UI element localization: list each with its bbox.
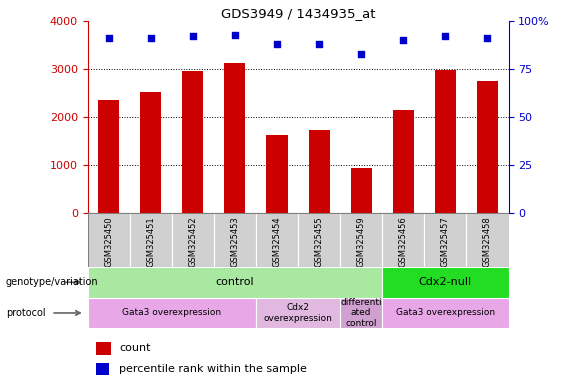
FancyBboxPatch shape bbox=[172, 213, 214, 267]
FancyBboxPatch shape bbox=[382, 213, 424, 267]
Text: count: count bbox=[119, 343, 151, 353]
Text: protocol: protocol bbox=[6, 308, 45, 318]
Point bbox=[104, 35, 113, 41]
Text: Gata3 overexpression: Gata3 overexpression bbox=[122, 308, 221, 318]
FancyBboxPatch shape bbox=[88, 298, 256, 328]
Point bbox=[357, 51, 366, 57]
FancyBboxPatch shape bbox=[382, 267, 508, 298]
Text: Gata3 overexpression: Gata3 overexpression bbox=[396, 308, 495, 318]
Text: control: control bbox=[216, 277, 254, 287]
Point bbox=[483, 35, 492, 41]
Text: GSM325458: GSM325458 bbox=[483, 216, 492, 267]
Text: GSM325455: GSM325455 bbox=[315, 216, 324, 267]
FancyBboxPatch shape bbox=[340, 298, 382, 328]
Text: GSM325452: GSM325452 bbox=[188, 216, 197, 267]
Point bbox=[315, 41, 324, 47]
Text: differenti
ated
control: differenti ated control bbox=[340, 298, 382, 328]
Point bbox=[399, 37, 408, 43]
Bar bbox=[98, 100, 119, 213]
Text: Cdx2-null: Cdx2-null bbox=[419, 277, 472, 287]
Text: percentile rank within the sample: percentile rank within the sample bbox=[119, 364, 307, 374]
FancyBboxPatch shape bbox=[340, 213, 382, 267]
Bar bbox=[224, 63, 245, 213]
Bar bbox=[477, 81, 498, 213]
Bar bbox=[435, 70, 456, 213]
Text: GSM325457: GSM325457 bbox=[441, 216, 450, 267]
FancyBboxPatch shape bbox=[256, 213, 298, 267]
Bar bbox=[96, 342, 111, 354]
Text: genotype/variation: genotype/variation bbox=[6, 277, 98, 287]
Bar bbox=[308, 130, 329, 213]
Point bbox=[188, 33, 197, 40]
Bar bbox=[182, 71, 203, 213]
Point bbox=[441, 33, 450, 40]
Text: GSM325453: GSM325453 bbox=[231, 216, 240, 267]
Point bbox=[272, 41, 281, 47]
Text: GSM325456: GSM325456 bbox=[399, 216, 408, 267]
Text: GSM325450: GSM325450 bbox=[104, 216, 113, 267]
FancyBboxPatch shape bbox=[130, 213, 172, 267]
Point bbox=[231, 31, 240, 38]
Bar bbox=[96, 363, 108, 375]
FancyBboxPatch shape bbox=[88, 213, 130, 267]
FancyBboxPatch shape bbox=[382, 298, 508, 328]
Point bbox=[146, 35, 155, 41]
Text: GSM325451: GSM325451 bbox=[146, 216, 155, 267]
FancyBboxPatch shape bbox=[256, 298, 340, 328]
FancyBboxPatch shape bbox=[298, 213, 340, 267]
Bar bbox=[351, 169, 372, 213]
Bar bbox=[393, 110, 414, 213]
FancyBboxPatch shape bbox=[88, 267, 382, 298]
FancyBboxPatch shape bbox=[214, 213, 256, 267]
Text: Cdx2
overexpression: Cdx2 overexpression bbox=[264, 303, 332, 323]
FancyBboxPatch shape bbox=[467, 213, 509, 267]
Bar bbox=[267, 136, 288, 213]
FancyBboxPatch shape bbox=[424, 213, 467, 267]
Text: GSM325459: GSM325459 bbox=[357, 216, 366, 267]
Text: GSM325454: GSM325454 bbox=[272, 216, 281, 267]
Bar bbox=[140, 92, 161, 213]
Title: GDS3949 / 1434935_at: GDS3949 / 1434935_at bbox=[221, 7, 375, 20]
